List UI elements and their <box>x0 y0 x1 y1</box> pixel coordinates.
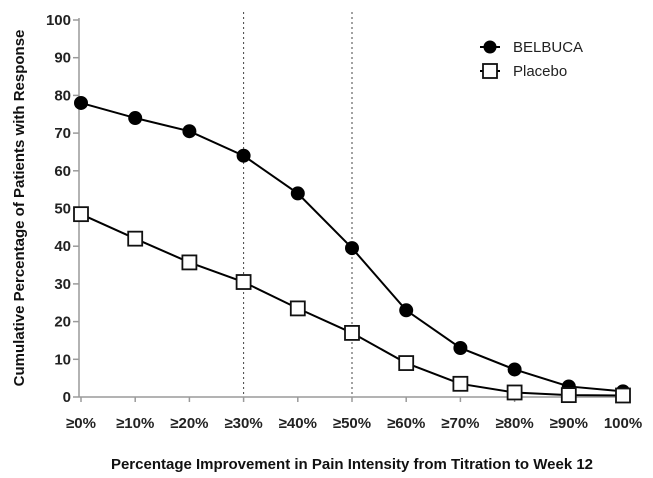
data-point <box>399 303 414 318</box>
data-point <box>235 274 252 290</box>
y-tick-label: 100 <box>46 12 71 29</box>
y-tick-label: 30 <box>54 276 71 293</box>
data-point <box>507 362 522 377</box>
data-point <box>236 148 251 163</box>
x-tick-label: ≥30% <box>224 415 262 432</box>
series-layer <box>73 95 631 404</box>
x-tick-label: ≥20% <box>170 415 208 432</box>
x-tick-label: ≥40% <box>279 415 317 432</box>
legend: BELBUCA Placebo <box>480 39 583 80</box>
data-point <box>290 186 305 201</box>
y-tick-label: 70 <box>54 125 71 142</box>
data-point <box>127 230 144 247</box>
y-tick-label: 10 <box>54 351 71 368</box>
data-point <box>560 387 577 404</box>
y-tick-label: 90 <box>54 50 71 67</box>
y-tick-label: 20 <box>54 314 71 331</box>
data-point <box>73 206 89 223</box>
x-axis-title: Percentage Improvement in Pain Intensity… <box>111 456 593 473</box>
y-tick-label: 40 <box>54 238 71 255</box>
legend-item-belbuca: BELBUCA <box>480 39 583 56</box>
y-tick-label: 0 <box>63 389 71 406</box>
x-tick-label: ≥70% <box>441 415 479 432</box>
data-point <box>345 241 359 256</box>
x-tick-label: ≥60% <box>387 415 425 432</box>
data-point <box>452 375 469 392</box>
series-placebo <box>73 206 631 404</box>
data-point <box>344 325 360 341</box>
y-tick-label: 50 <box>54 201 71 218</box>
data-point <box>128 111 143 126</box>
data-point <box>615 387 631 404</box>
data-point <box>506 384 523 401</box>
x-tick-label: ≥50% <box>333 415 371 432</box>
y-ticks: 0 10 20 30 40 50 60 70 80 90 100 <box>46 12 79 406</box>
data-point <box>453 340 468 355</box>
legend-label: BELBUCA <box>513 39 583 56</box>
y-tick-label: 60 <box>54 163 71 180</box>
legend-label: Placebo <box>513 63 567 80</box>
data-point <box>181 254 198 271</box>
legend-marker-circle <box>483 40 497 54</box>
y-tick-label: 80 <box>54 87 71 104</box>
x-tick-label: 100% <box>604 415 642 432</box>
x-tick-label: ≥10% <box>116 415 154 432</box>
x-tick-label: ≥90% <box>550 415 588 432</box>
x-tick-label: ≥0% <box>66 415 96 432</box>
data-point <box>398 355 415 371</box>
legend-item-placebo: Placebo <box>480 63 567 80</box>
reference-lines <box>243 12 353 397</box>
data-point <box>289 300 306 317</box>
x-tick-label: ≥80% <box>495 415 533 432</box>
legend-marker-square <box>482 63 498 79</box>
x-ticks: ≥0% ≥10% ≥20% ≥30% ≥40% ≥50% ≥60% ≥70% ≥80% ≥90% 1… <box>66 397 642 432</box>
data-point <box>74 95 88 110</box>
data-point <box>182 124 197 139</box>
y-axis-title: Cumulative Percentage of Patients with R… <box>11 30 28 387</box>
